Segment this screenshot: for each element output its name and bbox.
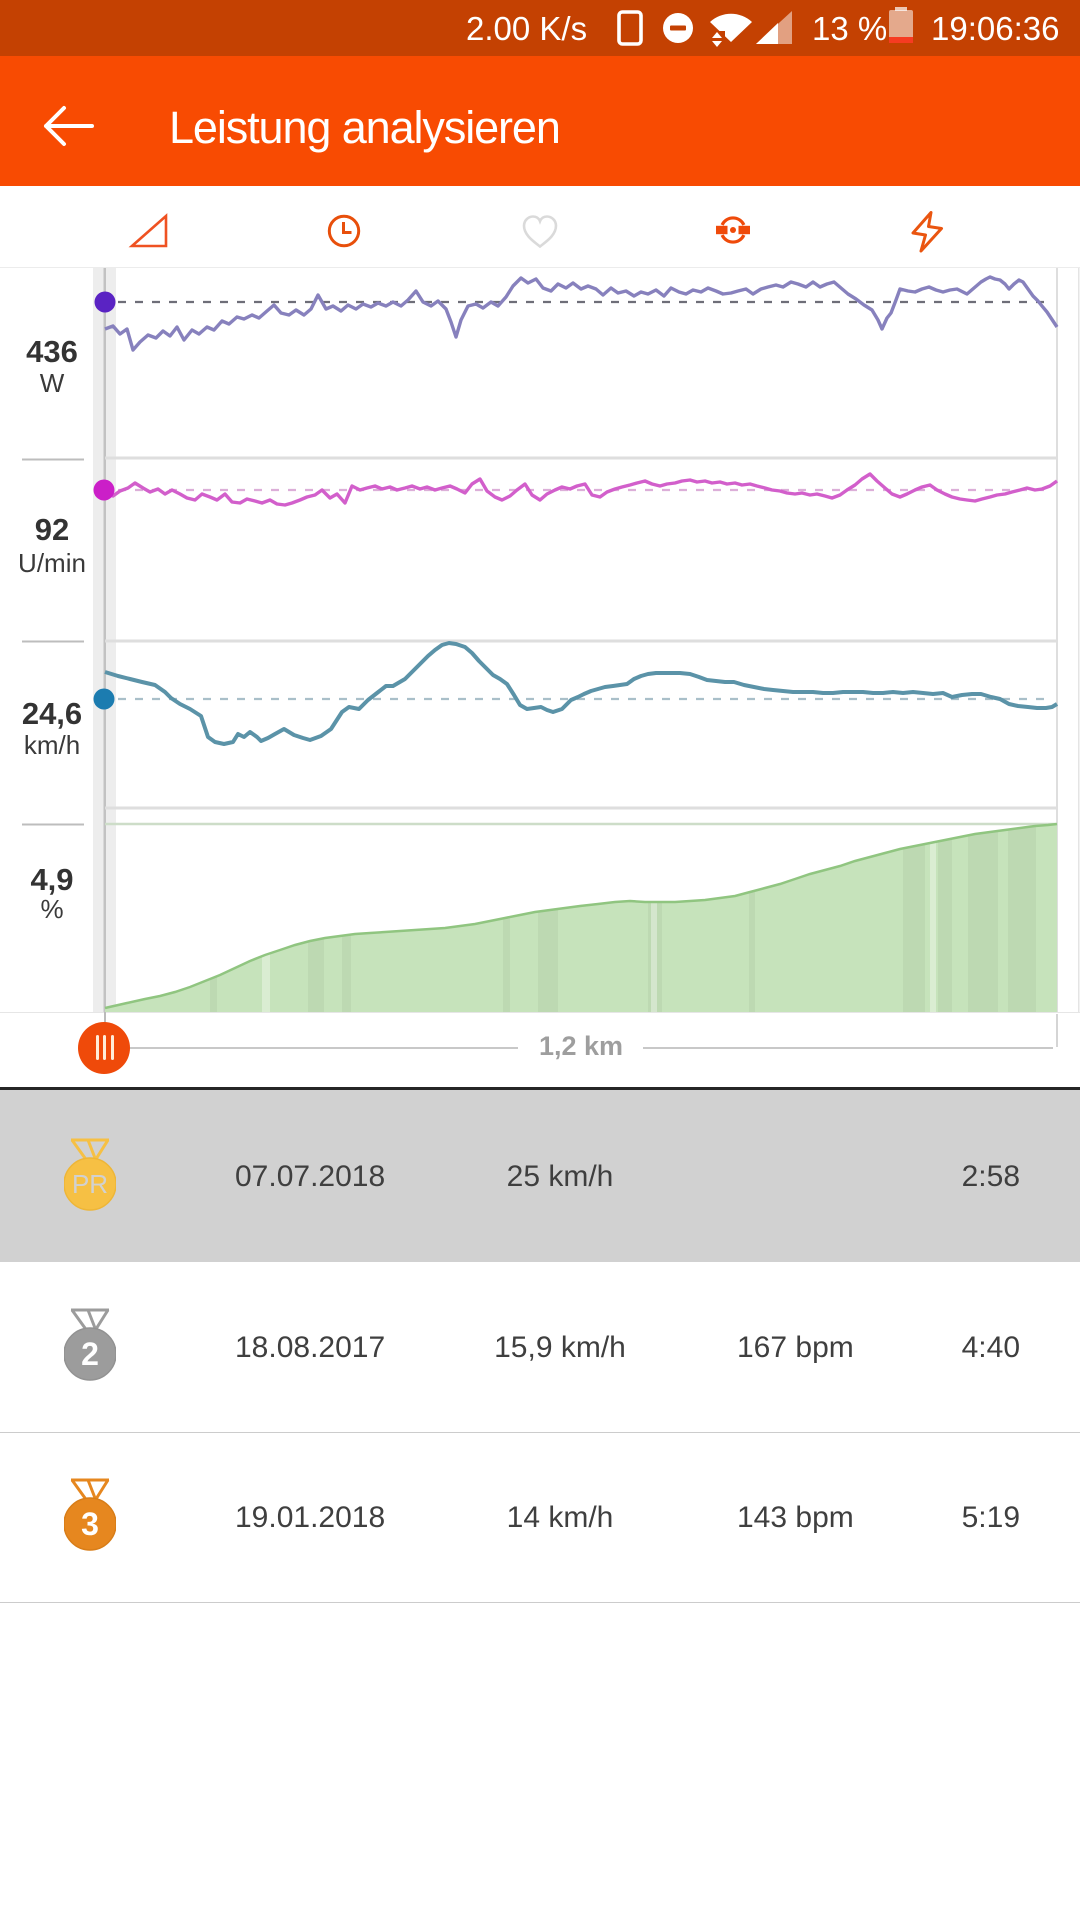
svg-text:3: 3 <box>81 1506 99 1542</box>
svg-text:2: 2 <box>81 1336 99 1372</box>
svg-text:PR: PR <box>72 1169 108 1199</box>
